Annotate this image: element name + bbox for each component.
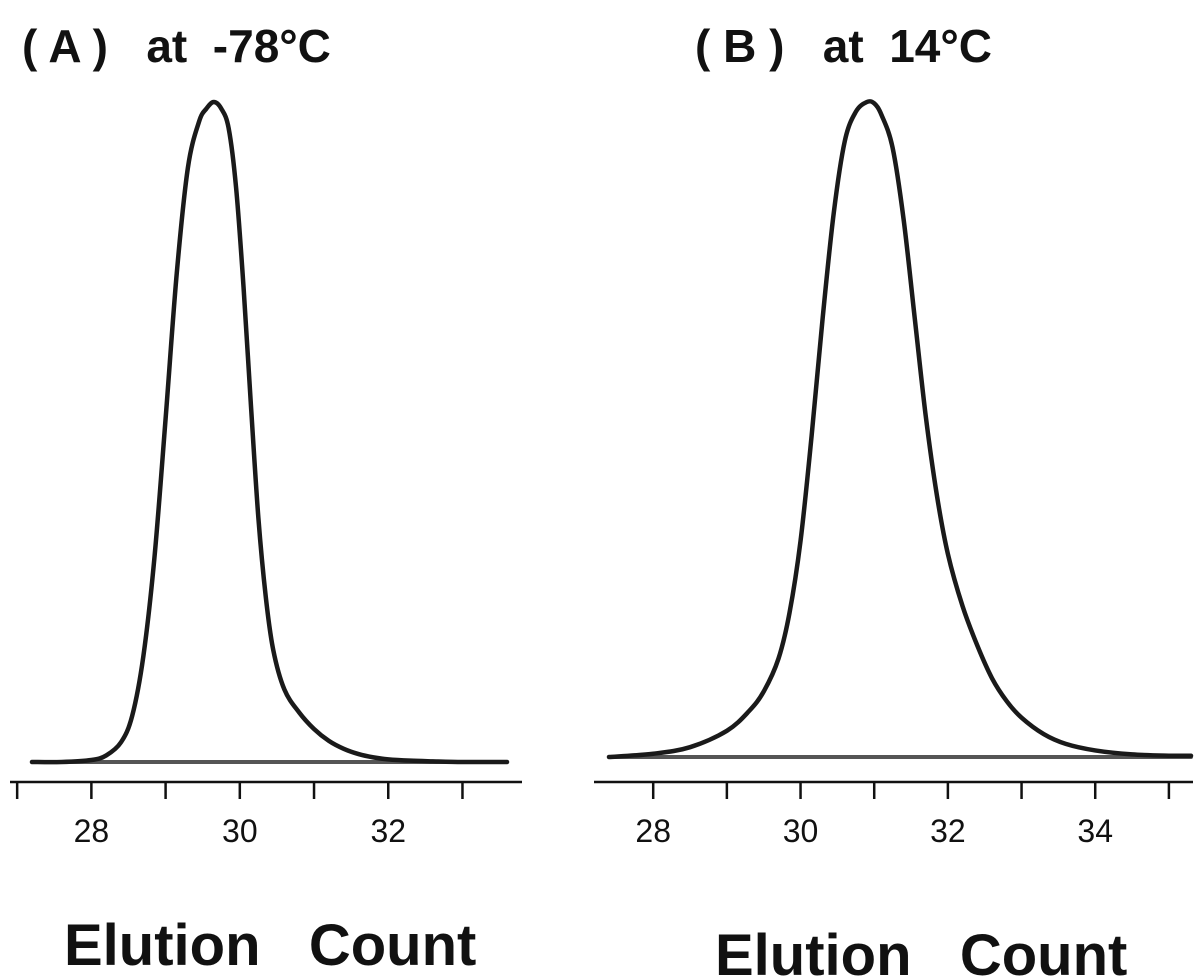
x-tick-label: 30 (783, 813, 819, 849)
panel-b-x-axis-label: Elution Count (715, 923, 1127, 980)
panel-b-x-ticks: 28 30 32 34 (635, 782, 1171, 849)
x-tick-label: 30 (222, 813, 258, 849)
panel-a-x-axis-label: Elution Count (64, 913, 476, 978)
panel-a-x-ticks: 28 30 32 (15, 782, 464, 849)
panel-a-title: ( A ) at -78°C (22, 20, 331, 72)
panel-b-series-line (606, 98, 1194, 760)
x-tick-label: 28 (635, 813, 671, 849)
panel-b: ( B ) at 14°C 28 30 32 34 Elution Count (594, 20, 1194, 980)
panel-a-series-line (29, 99, 510, 765)
x-tick-label: 34 (1077, 813, 1113, 849)
x-tick-label: 32 (370, 813, 406, 849)
x-tick-label: 32 (930, 813, 966, 849)
panel-a: ( A ) at -78°C 28 30 32 Elution Count (10, 20, 522, 978)
panel-b-title: ( B ) at 14°C (695, 20, 992, 72)
x-tick-label: 28 (74, 813, 110, 849)
